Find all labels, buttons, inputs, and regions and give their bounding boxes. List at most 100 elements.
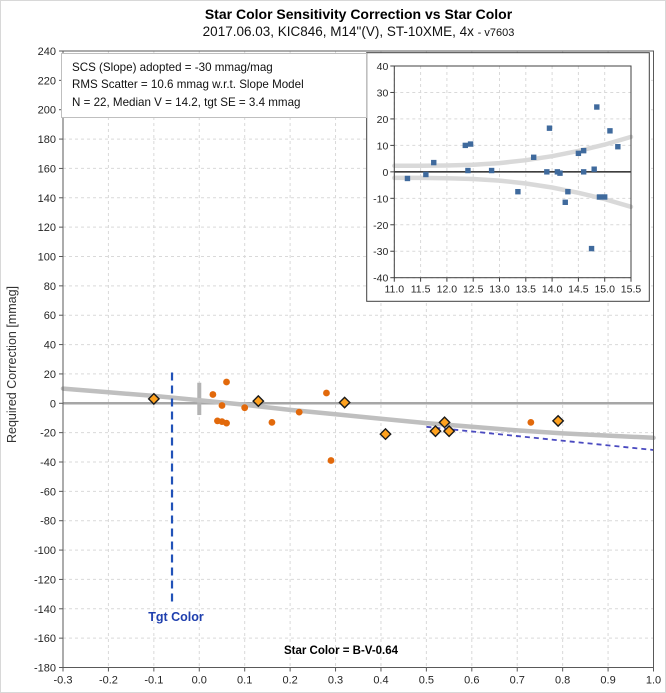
selected-comp-point: [147, 392, 161, 406]
inset-residual-point: [557, 170, 563, 176]
svg-text:12.0: 12.0: [437, 284, 458, 296]
inset-axis-ticks: 11.0 11.5 12.0 12.5 13.0 13.5 14.0 14.5 15.0 15.5…: [373, 61, 641, 296]
svg-text:0.5: 0.5: [419, 675, 434, 687]
svg-text:-40: -40: [373, 273, 388, 285]
svg-text:120: 120: [38, 222, 56, 234]
inset-residual-point: [488, 167, 495, 174]
slope-extension-line: [426, 425, 654, 451]
svg-text:-120: -120: [34, 574, 56, 586]
stats-annotation-box: SCS (Slope) adopted = -30 mmag/mag RMS S…: [61, 53, 367, 119]
inset-data-points: [404, 104, 621, 252]
svg-text:0.4: 0.4: [373, 675, 388, 687]
svg-text:13.0: 13.0: [489, 284, 510, 296]
svg-text:1.0: 1.0: [646, 675, 661, 687]
comp-star-point: [527, 418, 535, 426]
svg-text:-30: -30: [373, 246, 388, 258]
svg-text:10: 10: [377, 140, 389, 152]
inset-residual-point: [546, 125, 553, 131]
svg-text:-20: -20: [373, 220, 388, 232]
chart-subtitle-version: - v7603: [477, 27, 515, 39]
svg-text:0.1: 0.1: [237, 675, 252, 687]
svg-text:0.7: 0.7: [510, 675, 525, 687]
svg-text:80: 80: [44, 281, 56, 293]
main-plot: -0.3 -0.2 -0.1 0.0 0.1 0.2 0.3 0.4 0.5 0.6 0.7 0.8 0…: [34, 46, 661, 687]
chart-subtitle-main: 2017.06.03, KIC846, M14"(V), ST-10XME, 4…: [202, 24, 474, 39]
y-axis-title: Required Correction [mmag]: [5, 285, 19, 443]
comp-star-point: [268, 418, 276, 426]
inset-residual-point: [565, 188, 571, 195]
inset-residual-point: [404, 175, 411, 182]
svg-text:-140: -140: [34, 604, 56, 616]
svg-text:-180: -180: [34, 663, 56, 675]
svg-text:0.9: 0.9: [600, 675, 615, 687]
main-plot-border: [62, 50, 654, 668]
inset-residual-point: [530, 154, 537, 160]
svg-text:0: 0: [50, 398, 56, 410]
chart-subtitle: 2017.06.03, KIC846, M14"(V), ST-10XME, 4…: [63, 24, 654, 39]
svg-text:0.8: 0.8: [555, 675, 570, 687]
inset-residual-point: [423, 171, 429, 178]
svg-text:30: 30: [377, 87, 389, 99]
selected-comp-point: [379, 427, 392, 441]
svg-text:220: 220: [38, 75, 56, 87]
svg-text:140: 140: [38, 193, 56, 205]
svg-text:13.5: 13.5: [516, 284, 537, 296]
svg-text:0.0: 0.0: [192, 675, 207, 687]
comp-star-point: [209, 391, 217, 398]
svg-text:15.0: 15.0: [594, 284, 615, 296]
svg-text:-10: -10: [373, 193, 388, 205]
inset-envelope-upper: [392, 134, 634, 169]
svg-text:240: 240: [38, 46, 56, 58]
comp-star-point: [218, 402, 226, 409]
svg-text:200: 200: [38, 105, 56, 117]
svg-text:20: 20: [44, 369, 56, 381]
stats-line-slope: SCS (Slope) adopted = -30 mmag/mag: [72, 61, 273, 74]
svg-text:-0.3: -0.3: [54, 675, 73, 687]
svg-text:60: 60: [44, 310, 56, 322]
svg-text:20: 20: [377, 114, 389, 126]
comp-star-point: [323, 389, 330, 397]
svg-text:40: 40: [44, 340, 56, 352]
inset-envelope-lower: [392, 175, 634, 210]
stats-line-rms: RMS Scatter = 10.6 mmag w.r.t. Slope Mod…: [72, 78, 304, 92]
inset-residual-point: [580, 147, 587, 154]
inset-residual-point: [602, 194, 608, 200]
comp-star-point: [223, 378, 230, 386]
svg-text:0.3: 0.3: [328, 675, 343, 687]
inset-residual-point: [615, 144, 621, 150]
inset-residual-point: [544, 169, 550, 175]
inset-residual-point: [596, 194, 603, 200]
svg-text:15.5: 15.5: [621, 284, 642, 296]
comp-star-point: [241, 404, 249, 412]
svg-text:180: 180: [38, 134, 56, 146]
svg-text:-40: -40: [40, 457, 56, 469]
inset-residual-point: [580, 169, 587, 175]
svg-text:11.0: 11.0: [384, 284, 404, 296]
svg-text:-0.1: -0.1: [144, 675, 163, 687]
svg-text:14.0: 14.0: [542, 284, 563, 296]
inset-residual-point: [465, 167, 471, 174]
x-axis-definition-label: Star Color = B-V-0.64: [283, 645, 399, 657]
comp-star-point: [223, 419, 230, 427]
svg-text:0: 0: [382, 167, 388, 179]
inset-residual-point: [607, 128, 613, 134]
svg-text:40: 40: [377, 61, 389, 73]
comp-star-point: [327, 457, 335, 464]
svg-text:0.6: 0.6: [464, 675, 479, 687]
inset-residual-point: [467, 141, 474, 147]
inset-plot: 11.0 11.5 12.0 12.5 13.0 13.5 14.0 14.5 15.0 15.5…: [366, 52, 650, 302]
svg-text:0.2: 0.2: [282, 675, 297, 687]
svg-text:-60: -60: [40, 486, 56, 498]
selected-comp-point: [442, 424, 456, 438]
inset-residual-point: [562, 199, 568, 205]
svg-text:-160: -160: [34, 633, 56, 645]
inset-residual-point: [591, 166, 597, 172]
svg-text:-20: -20: [40, 428, 56, 440]
selected-comp-point: [338, 396, 351, 409]
tgt-color-label: Tgt Color: [148, 610, 204, 624]
svg-text:14.5: 14.5: [568, 284, 589, 296]
svg-text:11.5: 11.5: [411, 284, 431, 296]
inset-residual-point: [431, 159, 437, 166]
